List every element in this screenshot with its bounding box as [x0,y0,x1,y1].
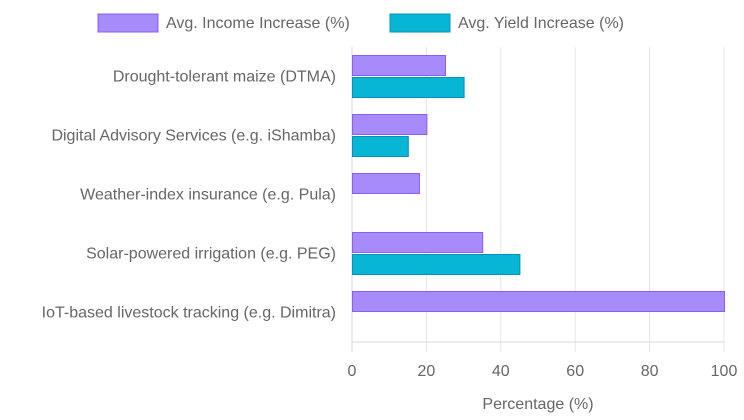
x-tick-labels: 0 20 40 60 80 100 [348,363,738,380]
x-tick-label: 100 [711,363,738,380]
legend-swatch-income [97,13,159,33]
x-tick-label: 40 [492,363,510,380]
legend-swatch-yield [389,13,451,33]
x-tick-label: 80 [641,363,659,380]
legend-item-yield[interactable]: Avg. Yield Increase (%) [389,13,624,33]
category-label: Digital Advisory Services (e.g. iShamba) [51,128,336,145]
bars [352,55,725,312]
category-label: Drought-tolerant maize (DTMA) [113,69,336,86]
income-bar[interactable] [352,232,484,253]
income-bar[interactable] [352,291,725,312]
yield-bar[interactable] [352,77,465,98]
yield-bar[interactable] [352,136,409,157]
income-bar[interactable] [352,55,446,76]
category-label: IoT-based livestock tracking (e.g. Dimit… [42,305,336,322]
category-label: Solar-powered irrigation (e.g. PEG) [86,246,336,263]
legend-item-income[interactable]: Avg. Income Increase (%) [97,13,350,33]
income-bar[interactable] [352,173,420,194]
legend-label-income: Avg. Income Increase (%) [166,15,350,32]
x-axis-title: Percentage (%) [482,396,593,413]
x-tick-label: 20 [418,363,436,380]
legend-label-yield: Avg. Yield Increase (%) [458,15,624,32]
legend: Avg. Income Increase (%) Avg. Yield Incr… [97,13,624,33]
x-tick-label: 60 [566,363,584,380]
category-labels: Drought-tolerant maize (DTMA) Digital Adv… [42,69,336,322]
income-bar[interactable] [352,114,428,135]
yield-bar[interactable] [352,254,521,275]
x-tick-label: 0 [348,363,357,380]
category-label: Weather-index insurance (e.g. Pula) [80,187,336,204]
